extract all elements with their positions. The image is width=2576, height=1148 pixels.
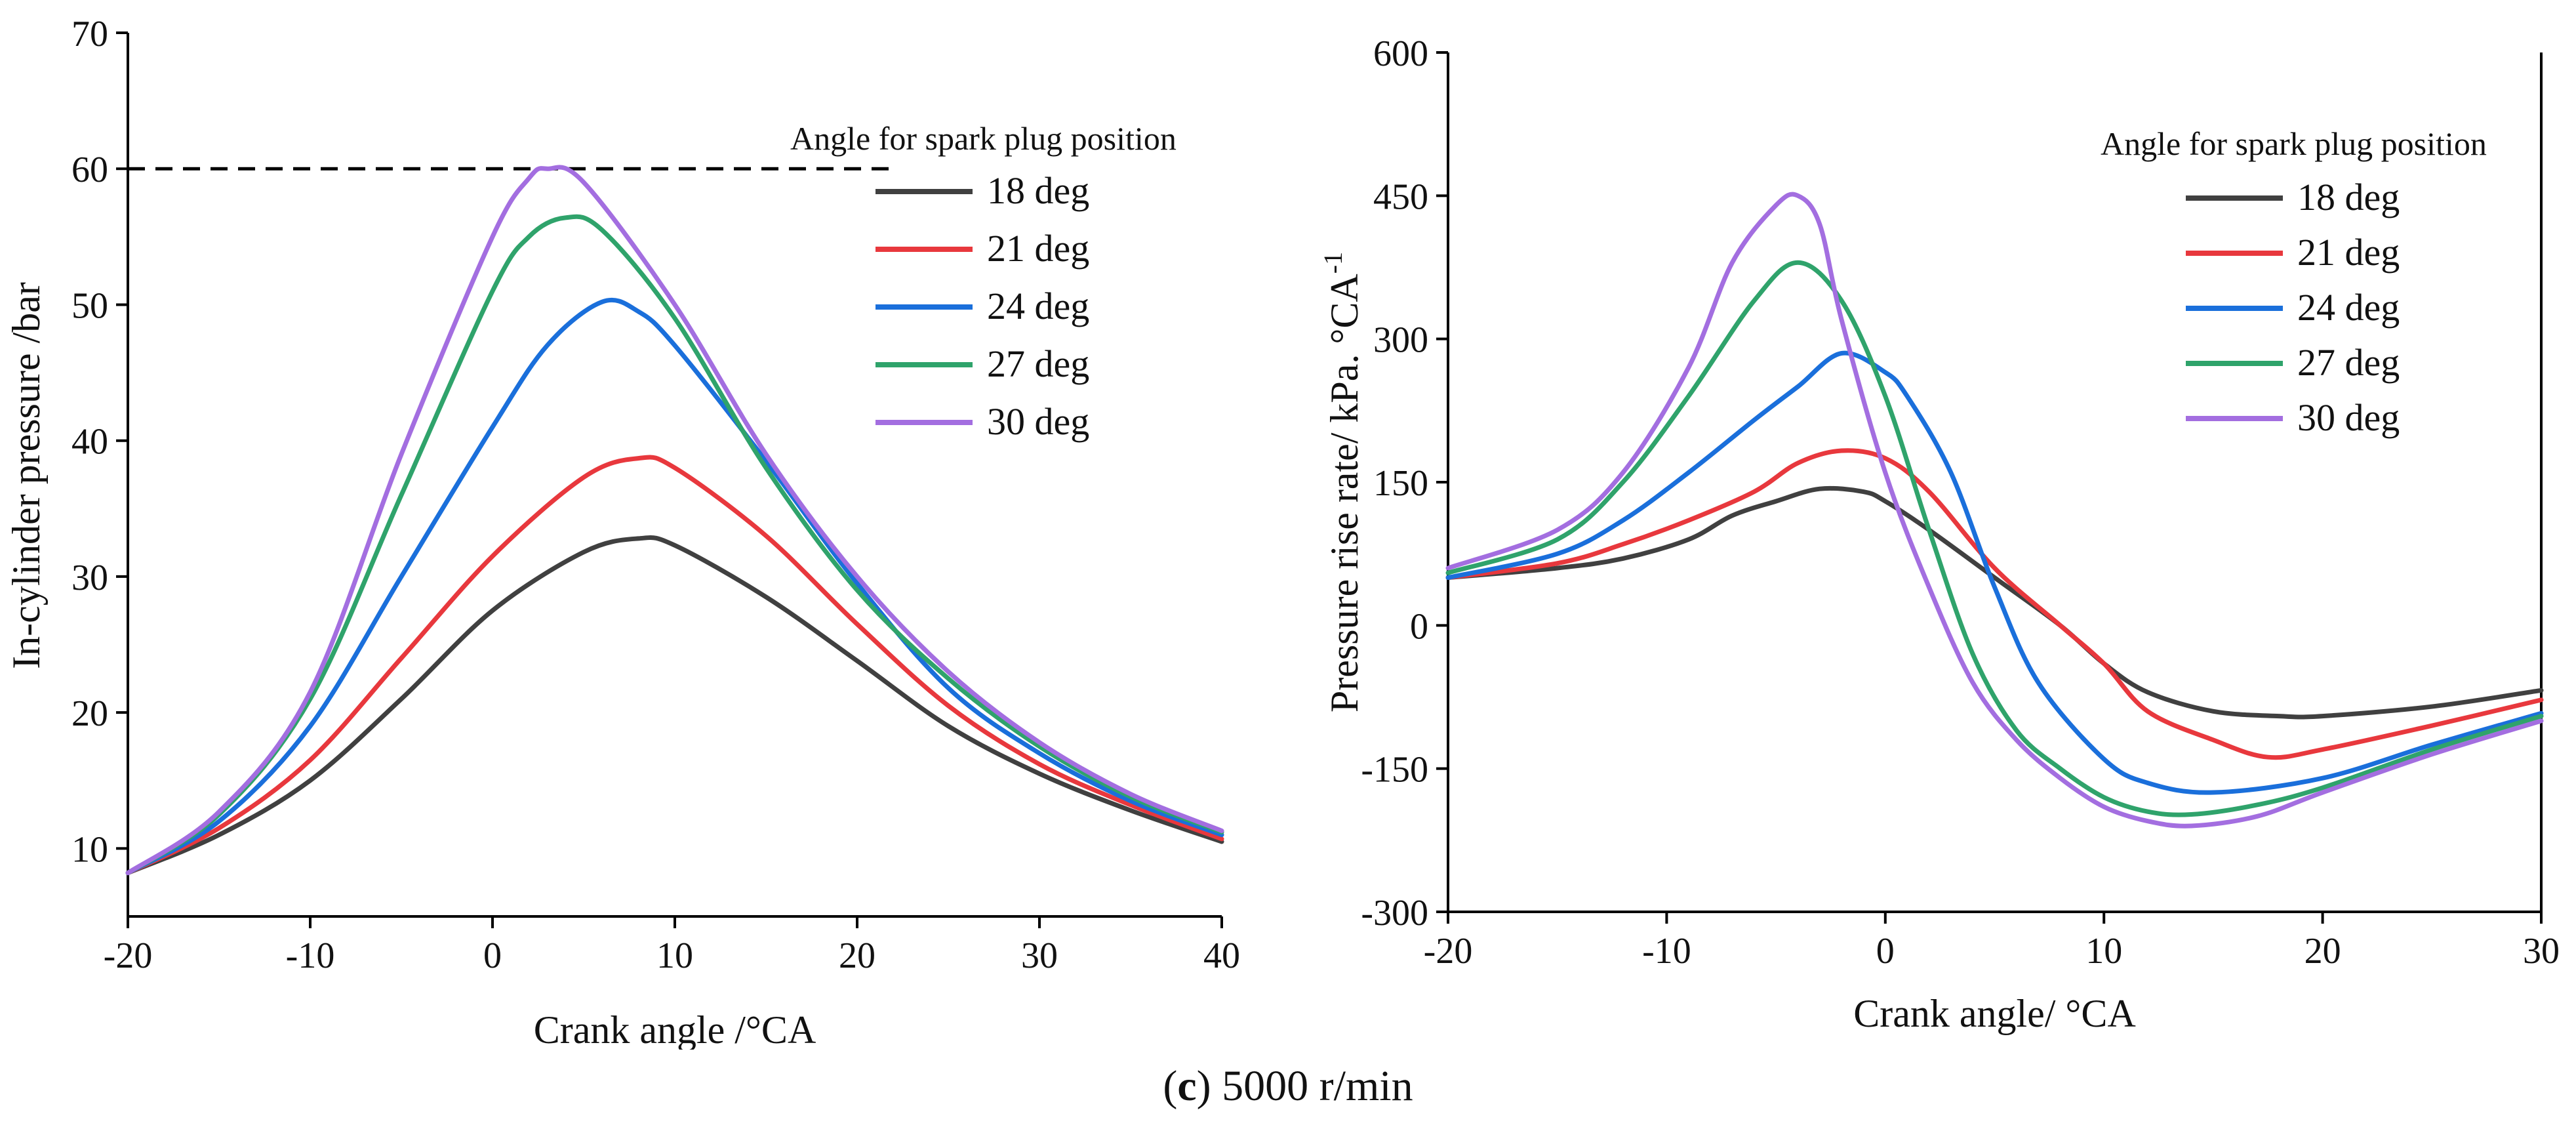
y-axis-label-superscript: -1 bbox=[1318, 252, 1348, 274]
legend-label-18-deg: 18 deg bbox=[987, 169, 1089, 212]
legend-label-30-deg: 30 deg bbox=[2297, 396, 2400, 439]
series-line-27-deg bbox=[1445, 260, 2544, 817]
series-line-30-deg bbox=[1445, 192, 2544, 829]
legend-label-21-deg: 21 deg bbox=[987, 227, 1089, 270]
x-tick-label: -20 bbox=[1424, 931, 1473, 972]
y-tick-label: 70 bbox=[71, 14, 108, 54]
caption-text: 5000 r/min bbox=[1211, 1062, 1413, 1110]
y-tick-label: 600 bbox=[1373, 33, 1428, 74]
y-tick-label: 150 bbox=[1373, 463, 1428, 504]
series-line-18-deg bbox=[125, 535, 1224, 876]
x-axis-label: Crank angle/ °CA bbox=[1853, 992, 2136, 1035]
y-tick-label: 300 bbox=[1373, 320, 1428, 361]
y-tick-label: 10 bbox=[71, 829, 108, 870]
legend-label-27-deg: 27 deg bbox=[987, 342, 1089, 385]
y-tick-label: 0 bbox=[1410, 606, 1428, 647]
legend-title: Angle for spark plug position bbox=[790, 120, 1177, 157]
series-line-24-deg bbox=[125, 297, 1224, 876]
x-tick-label: -10 bbox=[286, 935, 335, 976]
legend-label-21-deg: 21 deg bbox=[2297, 231, 2400, 274]
caption-label: c bbox=[1177, 1062, 1197, 1110]
y-tick-label: 30 bbox=[71, 558, 108, 598]
chart-pressure-rise-rate: -20 -10 0 10 20 30 -300 -150 0 150 300 450 600 Crank … bbox=[1318, 33, 2560, 1035]
x-tick-label: -20 bbox=[104, 935, 153, 976]
x-tick-label: 10 bbox=[2085, 931, 2122, 972]
y-tick-label: 50 bbox=[71, 285, 108, 326]
x-tick-label: 30 bbox=[1021, 935, 1058, 976]
series-line-24-deg bbox=[1445, 350, 2544, 795]
x-tick-label: 40 bbox=[1203, 935, 1240, 976]
series-line-18-deg bbox=[1445, 485, 2544, 720]
chart-in-cylinder-pressure: -20 -10 0 10 20 30 40 10 20 30 40 50 60 70 Crank angle… bbox=[5, 14, 1240, 1050]
legend-label-24-deg: 24 deg bbox=[2297, 286, 2400, 329]
y-tick-label: -150 bbox=[1361, 750, 1428, 790]
x-axis-label: Crank angle /°CA bbox=[534, 1008, 816, 1050]
series-line-21-deg bbox=[125, 455, 1224, 876]
y-tick-label: 40 bbox=[71, 422, 108, 462]
y-tick-label: 60 bbox=[71, 150, 108, 190]
legend-label-18-deg: 18 deg bbox=[2297, 176, 2400, 218]
x-tick-label: 30 bbox=[2523, 931, 2560, 972]
series-line-30-deg bbox=[125, 165, 1224, 876]
x-tick-label: 0 bbox=[483, 935, 502, 976]
y-tick-label: 20 bbox=[71, 693, 108, 734]
x-tick-label: 0 bbox=[1876, 931, 1895, 972]
x-tick-label: 20 bbox=[2304, 931, 2341, 972]
x-tick-label: 10 bbox=[656, 935, 693, 976]
y-tick-label: 450 bbox=[1373, 176, 1428, 217]
figure-caption: (c) 5000 r/min bbox=[1163, 1062, 1413, 1110]
series-line-27-deg bbox=[125, 214, 1224, 876]
legend-label-30-deg: 30 deg bbox=[987, 400, 1089, 443]
y-axis-label: Pressure rise rate/ kPa. °CA-1 bbox=[1318, 252, 1366, 712]
x-tick-label: 20 bbox=[839, 935, 875, 976]
x-tick-label: -10 bbox=[1642, 931, 1691, 972]
y-axis-label: In-cylinder pressure /bar bbox=[5, 282, 48, 669]
legend-title: Angle for spark plug position bbox=[2101, 125, 2487, 162]
legend-label-27-deg: 27 deg bbox=[2297, 341, 2400, 384]
legend-label-24-deg: 24 deg bbox=[987, 285, 1089, 327]
y-tick-label: -300 bbox=[1361, 893, 1428, 933]
